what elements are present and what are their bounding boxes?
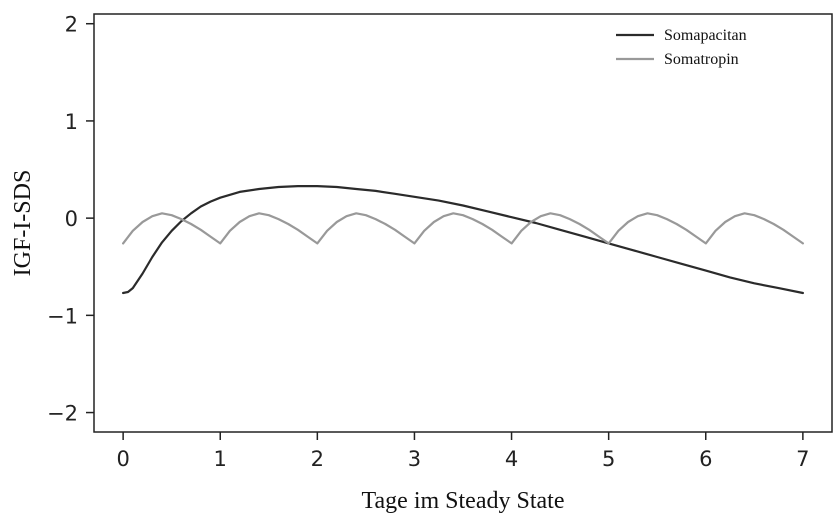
x-axis-title: Tage im Steady State [362, 488, 565, 514]
x-tick-label: 3 [408, 447, 421, 471]
x-tick-label: 5 [602, 447, 615, 471]
series-line-somatropin [121, 212, 805, 245]
legend-label-somapacitan: Somapacitan [664, 27, 747, 44]
y-tick-label: −1 [47, 304, 78, 328]
y-tick-label: 2 [65, 13, 78, 37]
series-lines [121, 185, 805, 295]
x-tick-label: 4 [505, 447, 518, 471]
x-tick-label: 6 [699, 447, 712, 471]
x-tick-label: 0 [116, 447, 129, 471]
y-axis-title: IGF-I-SDS [10, 170, 36, 277]
y-tick-label: −2 [47, 402, 78, 426]
y-tick-label: 0 [65, 207, 78, 231]
x-axis: 0 1 2 3 4 5 6 7 [116, 432, 810, 471]
y-tick-label: 1 [65, 110, 78, 134]
plot-frame [93, 13, 833, 433]
legend: Somapacitan Somatropin [616, 27, 747, 68]
legend-label-somatropin: Somatropin [664, 51, 739, 68]
series-line-somapacitan [121, 185, 805, 295]
x-tick-label: 1 [214, 447, 227, 471]
y-axis: −2 −1 0 1 2 [47, 13, 94, 426]
x-tick-label: 7 [796, 447, 809, 471]
x-tick-label: 2 [311, 447, 324, 471]
